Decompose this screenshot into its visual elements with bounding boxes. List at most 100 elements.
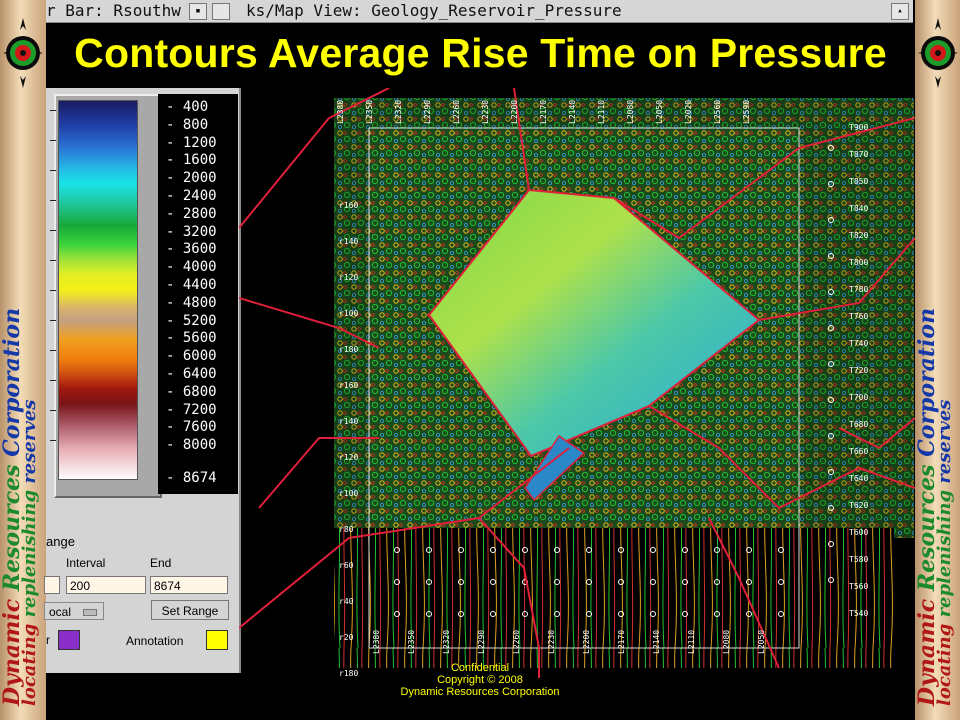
well-marker xyxy=(522,547,528,553)
left-banner: Dynamic Resources Corporation locating r… xyxy=(0,0,46,720)
map-right-axis-label: T660 xyxy=(849,447,868,456)
colorbar-window-title: r Bar: Rsouthw xyxy=(46,1,181,20)
well-marker xyxy=(828,145,834,151)
map-top-axis-label: L2560 xyxy=(713,100,722,124)
map-right-axis-label: T740 xyxy=(849,339,868,348)
map-top-axis-label: L2170 xyxy=(539,100,548,124)
slide-heading: Contours Average Rise Time on Pressure xyxy=(74,30,887,76)
scale-value-label: 5600 xyxy=(166,331,217,345)
scale-value-label: 2000 xyxy=(166,171,217,185)
map-top-axis-label: L2350 xyxy=(365,100,374,124)
well-marker xyxy=(714,579,720,585)
right-banner: Dynamic Resources Corporation locating r… xyxy=(914,0,960,720)
scale-value-label: 800 xyxy=(166,118,208,132)
scale-value-label: 5200 xyxy=(166,314,217,328)
scale-value-label: 6400 xyxy=(166,367,217,381)
well-marker xyxy=(618,547,624,553)
color-swatch-button[interactable] xyxy=(58,630,80,650)
map-top-axis-label: L2020 xyxy=(684,100,693,124)
map-bottom-axis-label: L2290 xyxy=(477,630,486,654)
map-left-axis-label: r160 xyxy=(339,381,358,390)
annotation-color-swatch-button[interactable] xyxy=(206,630,228,650)
well-marker xyxy=(682,611,688,617)
compass-emblem-icon xyxy=(918,18,958,88)
map-right-axis-label: T840 xyxy=(849,204,868,213)
scale-value-label: 6800 xyxy=(166,385,217,399)
map-right-axis-label: T850 xyxy=(849,177,868,186)
map-left-axis-label: r120 xyxy=(339,453,358,462)
banner-tag-replenishing: replenishing xyxy=(19,489,40,618)
window-menu-icon[interactable]: ▪ xyxy=(189,3,207,20)
map-bottom-axis-label: L2260 xyxy=(512,630,521,654)
scale-value-label: 8000 xyxy=(166,438,217,452)
colorbar-window-titlebar[interactable]: r Bar: Rsouthw ▪ xyxy=(46,0,236,23)
scale-value-label: 4800 xyxy=(166,296,217,310)
map-top-axis-label: L2260 xyxy=(452,100,461,124)
map-left-axis-label: r60 xyxy=(339,561,354,570)
map-top-axis-label: L2230 xyxy=(481,100,490,124)
start-field[interactable] xyxy=(44,576,60,594)
well-marker xyxy=(650,547,656,553)
scale-value-label: 2800 xyxy=(166,207,217,221)
map-window-titlebar[interactable]: ks/Map View: Geology_Reservoir_Pressure … xyxy=(236,0,913,23)
banner-tag-locating: locating xyxy=(934,623,955,706)
range-mode-dropdown[interactable]: ocal xyxy=(44,602,104,620)
map-right-axis-label: T640 xyxy=(849,474,868,483)
well-marker xyxy=(828,577,834,583)
well-marker xyxy=(828,325,834,331)
well-marker xyxy=(394,611,400,617)
scale-value-label: 3600 xyxy=(166,242,217,256)
end-field[interactable]: 8674 xyxy=(150,576,228,594)
well-marker xyxy=(522,611,528,617)
well-marker xyxy=(828,469,834,475)
map-right-axis-label: T720 xyxy=(849,366,868,375)
dropdown-indicator-icon xyxy=(83,609,97,616)
map-bottom-axis-label: L2230 xyxy=(547,630,556,654)
well-marker xyxy=(458,547,464,553)
window-minimize-icon[interactable] xyxy=(212,3,230,20)
well-marker xyxy=(682,547,688,553)
footer-copyright: Copyright © 2008 xyxy=(437,674,523,686)
well-marker xyxy=(554,611,560,617)
map-right-axis-label: T600 xyxy=(849,528,868,537)
map-top-axis-label: L2110 xyxy=(597,100,606,124)
map-bottom-axis-label: L2170 xyxy=(617,630,626,654)
well-marker xyxy=(778,547,784,553)
map-bottom-axis-label: L2320 xyxy=(442,630,451,654)
scale-value-label: 7600 xyxy=(166,420,217,434)
range-section-title: ange xyxy=(46,534,75,549)
map-left-axis-label: r180 xyxy=(339,669,358,678)
contour-map-canvas[interactable]: L2380 L2350 L2320 L2290 L2260 L2230 L2200 L2170… xyxy=(239,88,915,678)
map-top-axis-label: L2050 xyxy=(655,100,664,124)
well-marker xyxy=(650,579,656,585)
interval-field[interactable]: 200 xyxy=(66,576,146,594)
map-left-axis-label: r140 xyxy=(339,237,358,246)
set-range-button[interactable]: Set Range xyxy=(151,600,229,620)
map-right-axis-label: T620 xyxy=(849,501,868,510)
well-marker xyxy=(714,611,720,617)
banner-tagline: locating replenishing reserves xyxy=(934,400,955,706)
well-marker xyxy=(746,547,752,553)
well-marker xyxy=(618,579,624,585)
map-top-axis-label: L2200 xyxy=(510,100,519,124)
window-maximize-icon[interactable]: ▴ xyxy=(891,3,909,20)
scale-value-label: 4400 xyxy=(166,278,217,292)
well-marker xyxy=(490,579,496,585)
well-marker xyxy=(828,289,834,295)
map-right-axis-label: T680 xyxy=(849,420,868,429)
map-right-axis-label: T700 xyxy=(849,393,868,402)
well-marker xyxy=(778,579,784,585)
well-marker xyxy=(458,611,464,617)
scale-value-label: 1600 xyxy=(166,153,217,167)
map-bottom-axis-label: L2140 xyxy=(652,630,661,654)
map-left-axis-label: r180 xyxy=(339,345,358,354)
map-right-axis-label: T900 xyxy=(849,123,868,132)
well-marker xyxy=(426,611,432,617)
map-left-axis-label: r160 xyxy=(339,201,358,210)
banner-tagline: locating replenishing reserves xyxy=(19,400,40,706)
map-top-axis-label: L2140 xyxy=(568,100,577,124)
well-marker xyxy=(490,611,496,617)
map-bottom-axis-label: L2380 xyxy=(372,630,381,654)
well-marker xyxy=(618,611,624,617)
map-right-axis-label: T580 xyxy=(849,555,868,564)
